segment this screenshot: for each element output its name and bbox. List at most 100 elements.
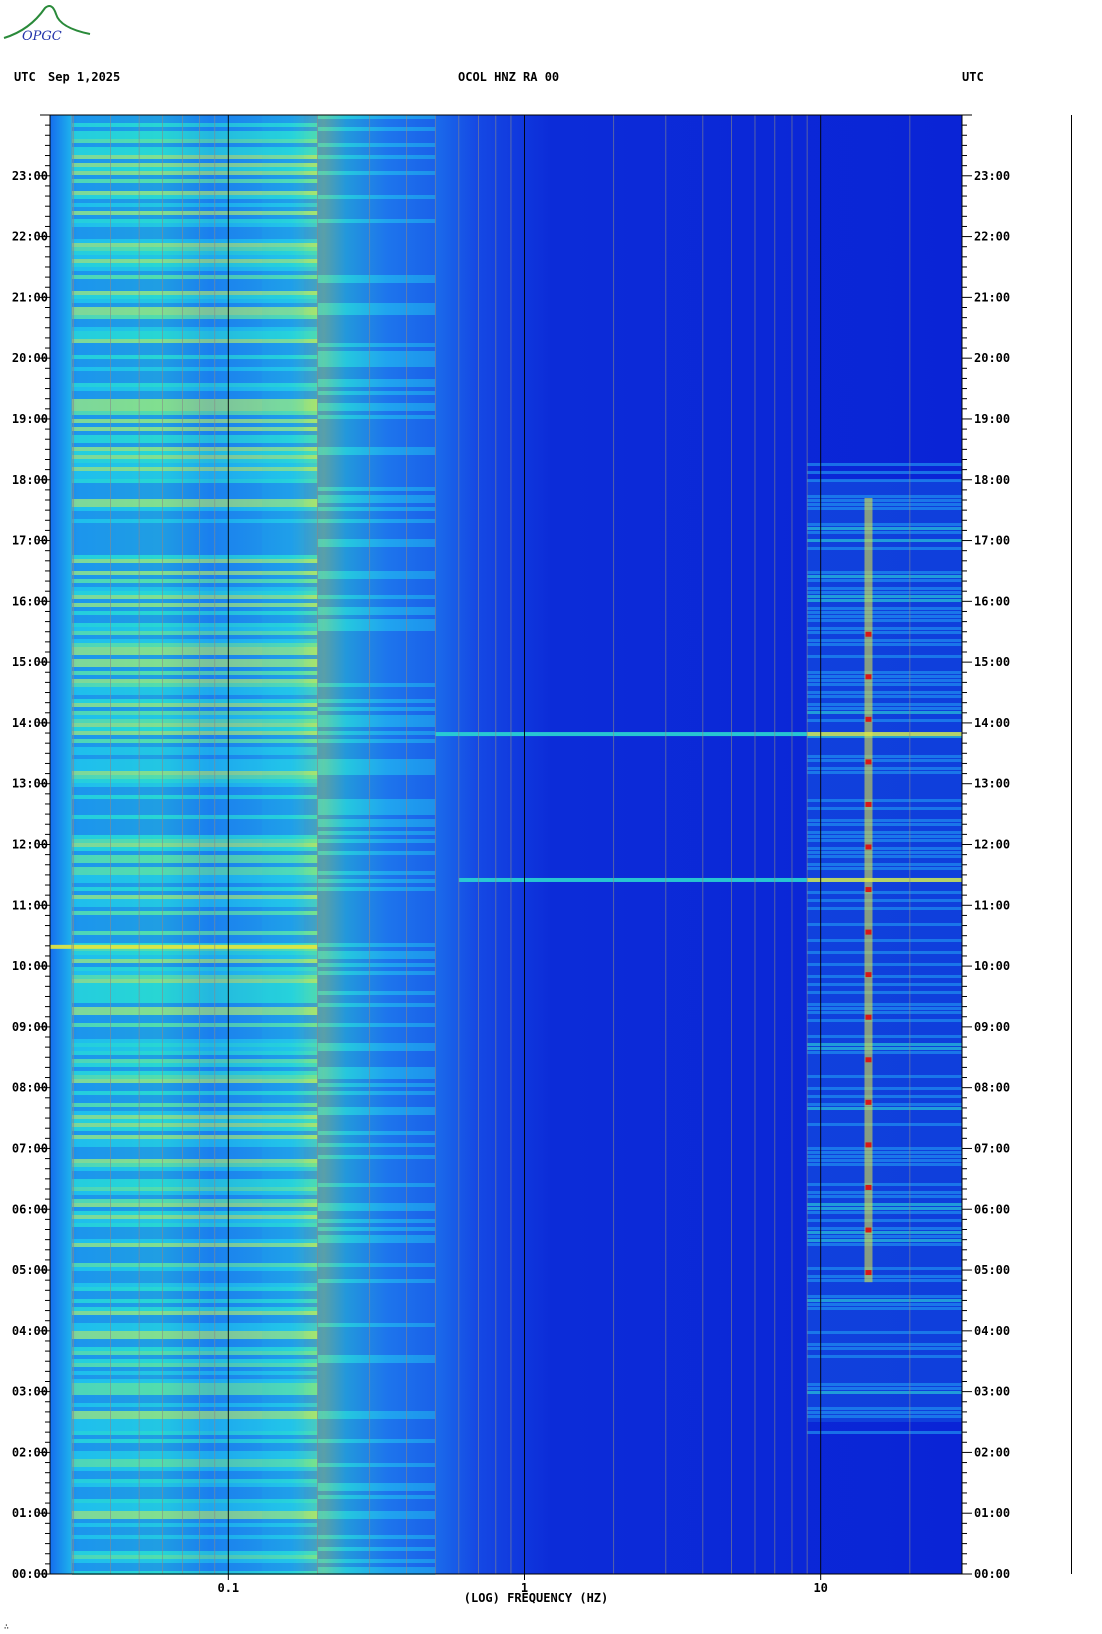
spectrogram-row xyxy=(317,1447,436,1451)
spectrogram-row xyxy=(807,1235,962,1238)
spectrogram-row xyxy=(72,1023,318,1027)
spectrogram-row xyxy=(317,411,436,415)
spectrogram-row xyxy=(72,139,318,143)
spectrogram-row xyxy=(807,695,962,698)
spectrogram-row xyxy=(317,1099,436,1103)
spectrogram-row xyxy=(317,363,436,367)
spectrogram-row xyxy=(72,1511,318,1515)
spectrogram-row xyxy=(807,587,962,590)
spectrogram-row xyxy=(72,159,318,163)
y-tick-label-left: 15:00 xyxy=(12,655,48,669)
spectrogram-row xyxy=(72,991,318,995)
spectrogram-row xyxy=(72,215,318,219)
spectrogram-row xyxy=(72,743,318,747)
spectrogram-row xyxy=(807,1095,962,1098)
y-tick-label-left: 13:00 xyxy=(12,777,48,791)
spectrogram-row xyxy=(317,1191,436,1195)
spectrogram-row xyxy=(72,751,318,755)
spectrogram-row xyxy=(317,1139,436,1143)
spectrogram-row xyxy=(317,807,436,811)
spectrogram-row xyxy=(317,1459,436,1463)
spectrogram-row xyxy=(72,823,318,827)
spectrogram-row xyxy=(72,863,318,867)
spectrogram-row xyxy=(72,255,318,259)
spectrogram-row xyxy=(317,895,436,899)
spectrogram-row xyxy=(72,419,318,423)
spectrogram-row xyxy=(72,887,318,891)
spectrogram-row xyxy=(72,491,318,495)
spectrogram-row xyxy=(317,799,436,803)
spectrogram-row xyxy=(317,495,436,499)
spectrogram-row xyxy=(317,1315,436,1319)
spectrogram-row xyxy=(317,1267,436,1271)
spectrogram-row xyxy=(317,795,436,799)
spectrogram-row xyxy=(72,875,318,879)
spectrogram-row xyxy=(317,695,436,699)
spectrogram-row xyxy=(317,1219,436,1223)
y-tick-label-right: 21:00 xyxy=(974,290,1010,304)
spectrogram-row xyxy=(807,1295,962,1298)
spectrogram-row xyxy=(72,911,318,915)
spectrogram-row xyxy=(72,1559,318,1563)
spectrogram-row xyxy=(72,883,318,887)
spectrogram-row xyxy=(72,1047,318,1051)
spectrogram-row xyxy=(317,1031,436,1035)
spectrogram-row xyxy=(72,927,318,931)
spectrogram-row xyxy=(807,531,962,534)
spectrogram-row xyxy=(807,839,962,842)
spectrogram-row xyxy=(317,1455,436,1459)
spectrogram-row xyxy=(807,499,962,502)
spectrogram-row xyxy=(317,427,436,431)
spectrogram-row xyxy=(72,783,318,787)
spectrogram-row xyxy=(317,1531,436,1535)
spectrogram-row xyxy=(807,975,962,978)
spectrogram-row xyxy=(72,275,318,279)
spectrogram-row xyxy=(72,431,318,435)
spectrogram-row xyxy=(317,579,436,583)
spectrogram-row xyxy=(317,439,436,443)
spectrogram-row xyxy=(72,1435,318,1439)
spectrogram-row xyxy=(72,527,318,531)
spectrogram-row xyxy=(317,443,436,447)
spectrogram-band xyxy=(50,115,318,1574)
spectrogram-row xyxy=(807,1299,962,1302)
spectrogram-row xyxy=(317,1087,436,1091)
spectrogram-row xyxy=(317,1047,436,1051)
y-tick-label-right: 07:00 xyxy=(974,1141,1010,1155)
spectrogram-row xyxy=(317,1147,436,1151)
spectrogram-row xyxy=(317,1283,436,1287)
spectrogram-row xyxy=(317,1111,436,1115)
spectrogram-row xyxy=(807,1155,962,1158)
spectrogram-row xyxy=(317,323,436,327)
spectrogram-row xyxy=(72,699,318,703)
spectrogram-row xyxy=(317,291,436,295)
spectrogram-row xyxy=(317,159,436,163)
spectrogram-row xyxy=(72,1019,318,1023)
spectrogram-row xyxy=(317,1263,436,1267)
spectrogram-row xyxy=(317,1323,436,1327)
spectrogram-row xyxy=(807,1191,962,1194)
spectrogram-row xyxy=(317,747,436,751)
spectrogram-row xyxy=(317,1067,436,1071)
spectrogram-row xyxy=(317,1023,436,1027)
spectrogram-row xyxy=(317,219,436,223)
spectrogram-row xyxy=(317,1035,436,1039)
spectrogram-row xyxy=(72,235,318,239)
spectrogram-row xyxy=(72,1059,318,1063)
y-tick-label-left: 07:00 xyxy=(12,1141,48,1155)
spectrogram-row xyxy=(317,935,436,939)
spectrogram-row xyxy=(317,1275,436,1279)
spectrogram-row xyxy=(317,907,436,911)
spectrogram-row xyxy=(72,995,318,999)
spectrogram-row xyxy=(72,603,318,607)
spectrogram-row xyxy=(72,291,318,295)
spectrogram-row xyxy=(317,1411,436,1415)
spectrogram-row xyxy=(317,1555,436,1559)
spectrogram-row xyxy=(72,423,318,427)
spectrogram-row xyxy=(72,639,318,643)
spectrogram-row xyxy=(317,1175,436,1179)
spectrogram-row xyxy=(72,683,318,687)
spectrogram-event-line xyxy=(807,877,962,882)
spectrogram-row xyxy=(72,1467,318,1471)
spectrogram-row xyxy=(72,1535,318,1539)
